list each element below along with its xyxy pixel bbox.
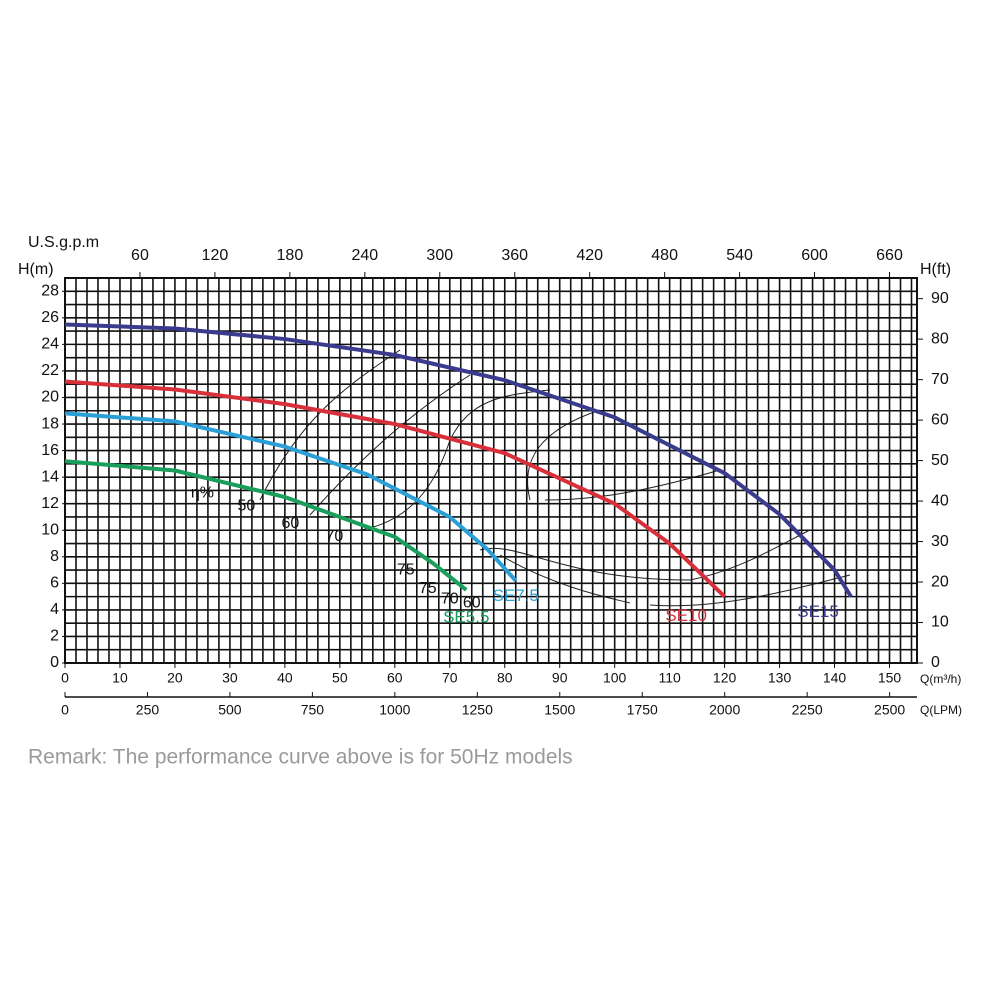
y2-axis-label: H(ft) — [920, 261, 951, 278]
y-tick-label: 20 — [41, 389, 59, 406]
x2-tick-label: 600 — [801, 247, 828, 264]
x-tick-label: 100 — [603, 670, 627, 686]
x3-tick-label: 250 — [136, 702, 160, 718]
efficiency-label: 75 — [419, 580, 437, 597]
y-tick-label: 26 — [41, 309, 59, 326]
x-tick-label: 60 — [387, 670, 403, 686]
x-tick-label: 40 — [277, 670, 293, 686]
y2-tick-label: 90 — [931, 290, 949, 307]
plot-frame — [64, 277, 918, 664]
top-axis-label: U.S.g.p.m — [28, 234, 99, 251]
y-tick-label: 12 — [41, 495, 59, 512]
curve-label: SE15 — [797, 602, 839, 621]
eff-line — [499, 554, 631, 604]
x-tick-label: 130 — [768, 670, 792, 686]
pump-curve — [64, 459, 468, 592]
y-tick-label: 0 — [50, 654, 59, 671]
x3-tick-label: 750 — [301, 702, 325, 718]
x-tick-label: 10 — [112, 670, 128, 686]
y-tick-label: 28 — [41, 282, 59, 299]
x-tick-label: 120 — [713, 670, 737, 686]
curve-label: SE10 — [665, 606, 707, 625]
efficiency-label: 50 — [237, 498, 255, 515]
x3-tick-label: 1000 — [379, 702, 410, 718]
x3-axis-label: Q(LPM) — [920, 703, 962, 717]
x2-tick-label: 180 — [277, 247, 304, 264]
y2-tick-label: 50 — [931, 452, 949, 469]
y-tick-label: 14 — [41, 468, 59, 485]
pump-curve — [64, 322, 853, 598]
x-axis-label: Q(m³/h) — [920, 672, 961, 686]
x3-tick-label: 0 — [61, 702, 69, 718]
y-tick-label: 4 — [50, 601, 59, 618]
y2-tick-label: 70 — [931, 371, 949, 388]
x-tick-label: 0 — [61, 670, 69, 686]
y2-tick-label: 60 — [931, 411, 949, 428]
x2-tick-label: 60 — [131, 247, 149, 264]
y2-tick-label: 10 — [931, 614, 949, 631]
y-tick-label: 24 — [41, 336, 59, 353]
eff-line — [309, 374, 471, 516]
y-tick-label: 10 — [41, 521, 59, 538]
y2-tick-label: 20 — [931, 573, 949, 590]
y-tick-label: 2 — [50, 628, 59, 645]
x2-tick-label: 420 — [576, 247, 603, 264]
x-tick-label: 110 — [658, 670, 681, 686]
y2-tick-label: 30 — [931, 533, 949, 550]
y2-tick-label: 40 — [931, 492, 949, 509]
x-tick-label: 20 — [167, 670, 183, 686]
x2-tick-label: 480 — [651, 247, 678, 264]
x3-tick-label: 1750 — [627, 702, 658, 718]
efficiency-label: 70 — [441, 590, 459, 607]
remark: Remark: The performance curve above is f… — [28, 746, 573, 769]
x-tick-label: 150 — [878, 670, 902, 686]
efficiency-label: 60 — [281, 515, 299, 532]
y2-tick-label: 0 — [931, 654, 940, 671]
x3-tick-label: 1250 — [462, 702, 493, 718]
y-tick-label: 6 — [50, 575, 59, 592]
eff-line — [479, 529, 811, 581]
y-tick-label: 16 — [41, 442, 59, 459]
y-axis-label: H(m) — [18, 261, 54, 278]
x3-tick-label: 2000 — [709, 702, 740, 718]
pump-curve — [64, 411, 518, 583]
x-tick-label: 70 — [442, 670, 458, 686]
efficiency-label: η% — [191, 484, 214, 501]
x-tick-label: 80 — [497, 670, 513, 686]
x3-tick-label: 1500 — [544, 702, 575, 718]
x2-tick-label: 660 — [876, 247, 903, 264]
eff-line — [649, 574, 851, 607]
y-tick-label: 18 — [41, 415, 59, 432]
x-tick-label: 30 — [222, 670, 238, 686]
x3-tick-label: 500 — [218, 702, 242, 718]
x-tick-label: 90 — [552, 670, 568, 686]
x-tick-label: 50 — [332, 670, 348, 686]
curve-label: SE7.5 — [493, 586, 539, 605]
x2-tick-label: 300 — [426, 247, 453, 264]
y2-tick-label: 80 — [931, 330, 949, 347]
x2-tick-label: 540 — [726, 247, 753, 264]
x2-tick-label: 240 — [351, 247, 378, 264]
pump-curve — [64, 379, 727, 599]
efficiency-label: 75 — [397, 561, 415, 578]
efficiency-label: 70 — [325, 528, 343, 545]
efficiency-label: 60 — [463, 594, 481, 611]
y-tick-label: 22 — [41, 362, 59, 379]
x-tick-label: 140 — [823, 670, 847, 686]
curve-label: SE5.5 — [443, 607, 489, 626]
x2-tick-label: 360 — [501, 247, 528, 264]
x2-tick-label: 120 — [202, 247, 229, 264]
x3-tick-label: 2250 — [792, 702, 823, 718]
x3-tick-label: 2500 — [874, 702, 905, 718]
y-tick-label: 8 — [50, 548, 59, 565]
